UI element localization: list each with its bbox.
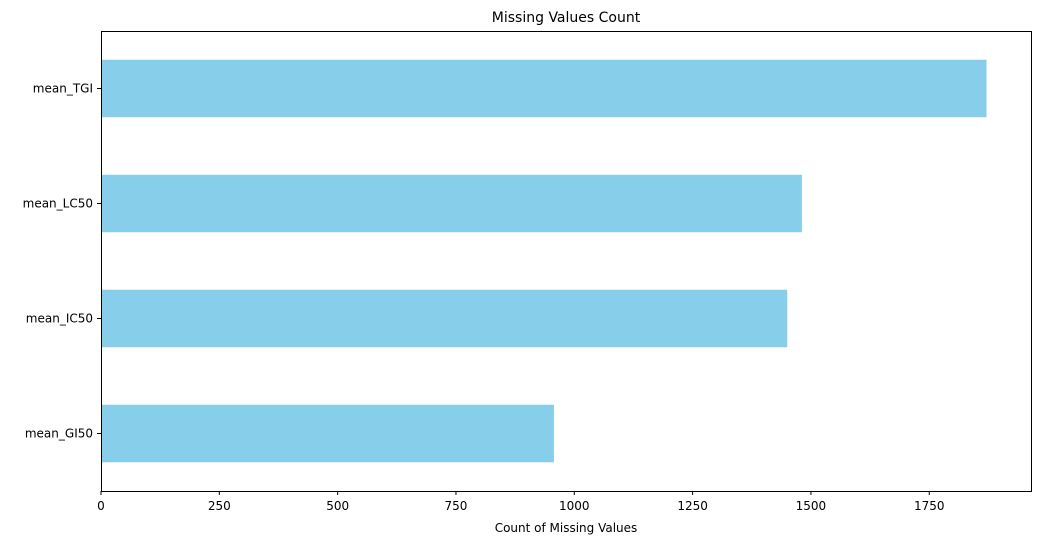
x-tick-label: 250 [208, 499, 231, 513]
x-tick-label: 0 [97, 499, 105, 513]
bar-mean_LC50 [101, 174, 802, 233]
x-tick-label: 1750 [914, 499, 945, 513]
x-tick-label: 1500 [796, 499, 827, 513]
bar-mean_IC50 [101, 289, 788, 348]
x-tick-label: 750 [445, 499, 468, 513]
x-tick-label: 1000 [559, 499, 590, 513]
y-tick-label: mean_LC50 [23, 197, 93, 211]
x-tick-label: 500 [326, 499, 349, 513]
bar-mean_GI50 [101, 404, 554, 463]
x-tick-label: 1250 [677, 499, 708, 513]
plot-frame [101, 31, 1032, 492]
y-tick-label: mean_TGI [33, 82, 93, 96]
x-axis-label: Count of Missing Values [495, 521, 638, 535]
y-axis-ticks: mean_GI50 mean_IC50 mean_LC50 mean_TGI [23, 82, 101, 441]
bars [101, 59, 987, 463]
y-tick-label: mean_IC50 [26, 312, 93, 326]
chart-title: Missing Values Count [492, 10, 641, 26]
bar-mean_TGI [101, 59, 987, 118]
x-axis-ticks: 0 250 500 750 1000 1250 1500 1750 [97, 491, 945, 513]
y-tick-label: mean_GI50 [25, 427, 93, 441]
